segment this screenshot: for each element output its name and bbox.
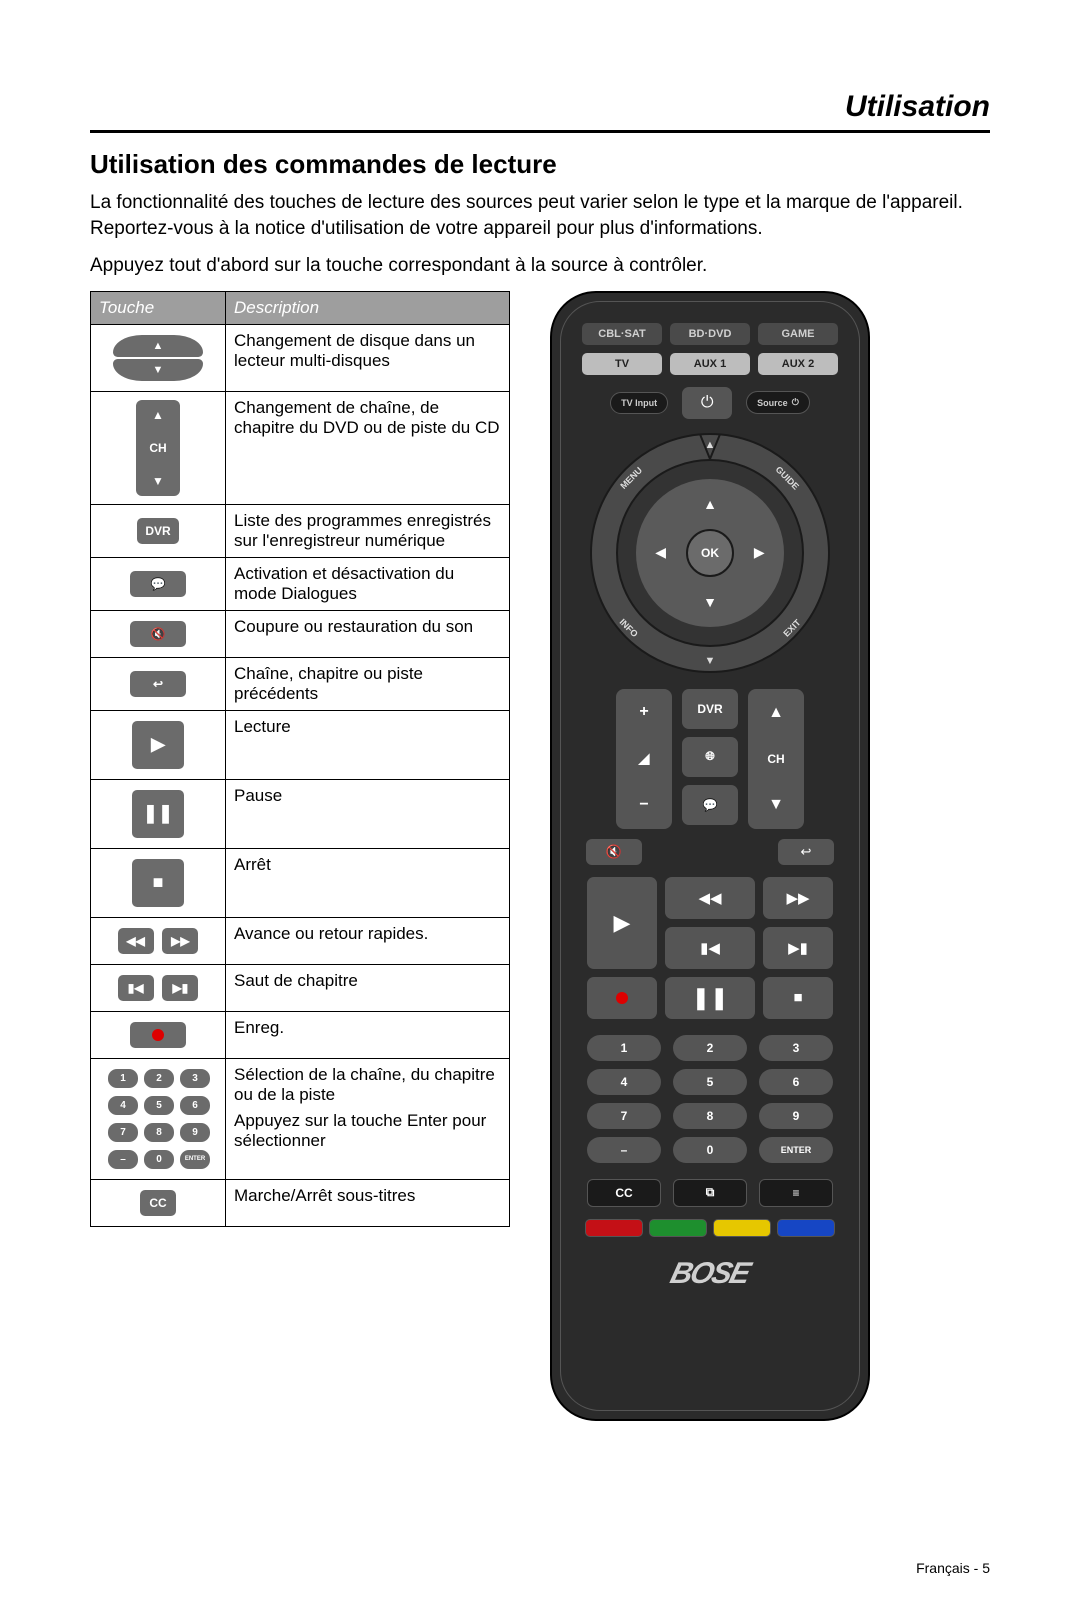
- stop-button[interactable]: ■: [763, 977, 833, 1019]
- cc-button[interactable]: CC: [587, 1179, 661, 1207]
- navigation-ring: ▲ ▼ MENU GUIDE INFO EXIT ▲ ◀ OK ▶ ▼: [590, 433, 830, 673]
- table-header-touche: Touche: [91, 291, 226, 324]
- enter-button[interactable]: ENTER: [759, 1137, 833, 1163]
- dpad-right-icon[interactable]: ▶: [754, 544, 765, 561]
- desc-ch: Changement de chaîne, de chapitre du DVD…: [226, 391, 510, 504]
- stop-button-icon: ■: [132, 859, 184, 907]
- globe-button[interactable]: 🌐︎: [682, 737, 738, 777]
- source-power-button[interactable]: Source⏻: [746, 391, 810, 414]
- tv-input-button[interactable]: TV Input: [610, 392, 668, 414]
- fastforward-button-icon: ▶▶: [162, 928, 198, 954]
- skip-forward-button-icon: ▶▮: [162, 975, 198, 1001]
- dpad-left-icon[interactable]: ◀: [655, 544, 666, 561]
- dvr-button[interactable]: DVR: [682, 689, 738, 729]
- mute-button[interactable]: 🔇: [586, 839, 642, 865]
- desc-pause: Pause: [226, 779, 510, 848]
- rewind-button-icon: ◀◀: [118, 928, 154, 954]
- rewind-button[interactable]: ◀◀: [665, 877, 755, 919]
- desc-mute: Coupure ou restauration du son: [226, 610, 510, 657]
- red-button[interactable]: [585, 1219, 643, 1237]
- num-7[interactable]: 7: [587, 1103, 661, 1129]
- blue-button[interactable]: [777, 1219, 835, 1237]
- src-aux2[interactable]: AUX 2: [758, 353, 838, 375]
- num-3[interactable]: 3: [759, 1035, 833, 1061]
- play-button[interactable]: ▶: [587, 877, 657, 969]
- desc-dialog: Activation et désactivation du mode Dial…: [226, 557, 510, 610]
- num-6[interactable]: 6: [759, 1069, 833, 1095]
- desc-skip: Saut de chapitre: [226, 964, 510, 1011]
- skip-forward-button[interactable]: ▶▮: [763, 927, 833, 969]
- dvr-button-icon: DVR: [137, 518, 178, 544]
- yellow-button[interactable]: [713, 1219, 771, 1237]
- dpad-down-icon[interactable]: ▼: [703, 594, 717, 610]
- fastforward-button[interactable]: ▶▶: [763, 877, 833, 919]
- src-game[interactable]: GAME: [758, 323, 838, 345]
- num-8[interactable]: 8: [673, 1103, 747, 1129]
- mute-button-icon: 🔇: [130, 621, 186, 647]
- dpad-up-icon[interactable]: ▲: [703, 496, 717, 512]
- desc-cc: Marche/Arrêt sous-titres: [226, 1179, 510, 1226]
- pause-button-icon: ❚❚: [132, 790, 184, 838]
- record-button-icon: [130, 1022, 186, 1048]
- back-button-icon: ↩: [130, 671, 186, 697]
- desc-rec: Enreg.: [226, 1011, 510, 1058]
- list-button[interactable]: ≡: [759, 1179, 833, 1207]
- src-aux1[interactable]: AUX 1: [670, 353, 750, 375]
- dialog-button-icon: 💬: [130, 571, 186, 597]
- aspect-button[interactable]: ⧉: [673, 1179, 747, 1207]
- channel-rocker[interactable]: ▲CH▼: [748, 689, 804, 829]
- page-title: Utilisation des commandes de lecture: [90, 149, 990, 180]
- desc-back: Chaîne, chapitre ou piste précédents: [226, 657, 510, 710]
- section-header: Utilisation: [90, 90, 990, 133]
- num-5[interactable]: 5: [673, 1069, 747, 1095]
- num-dash[interactable]: –: [587, 1137, 661, 1163]
- ok-button[interactable]: OK: [686, 529, 734, 577]
- src-tv[interactable]: TV: [582, 353, 662, 375]
- disc-down-icon: ▼: [113, 359, 203, 381]
- desc-dvr: Liste des programmes enregistrés sur l'e…: [226, 504, 510, 557]
- table-header-description: Description: [226, 291, 510, 324]
- desc-seek: Avance ou retour rapides.: [226, 917, 510, 964]
- intro-paragraph-1: La fonctionnalité des touches de lecture…: [90, 190, 990, 241]
- dialog-button[interactable]: 💬: [682, 785, 738, 825]
- brand-logo: BOSE: [667, 1257, 753, 1291]
- remote-illustration: CBL·SAT BD·DVD GAME TV AUX 1 AUX 2 TV In…: [550, 291, 870, 1421]
- num-1[interactable]: 1: [587, 1035, 661, 1061]
- desc-num: Sélection de la chaîne, du chapitre ou d…: [226, 1058, 510, 1179]
- skip-back-button[interactable]: ▮◀: [665, 927, 755, 969]
- cc-button-icon: CC: [140, 1190, 176, 1216]
- play-button-icon: ▶: [132, 721, 184, 769]
- desc-disc: Changement de disque dans un lecteur mul…: [226, 324, 510, 391]
- controls-table: Touche Description ▲ ▼ Changement de dis…: [90, 291, 510, 1227]
- num-0[interactable]: 0: [673, 1137, 747, 1163]
- back-button[interactable]: ↩: [778, 839, 834, 865]
- intro-paragraph-2: Appuyez tout d'abord sur la touche corre…: [90, 253, 990, 279]
- num-4[interactable]: 4: [587, 1069, 661, 1095]
- src-bddvd[interactable]: BD·DVD: [670, 323, 750, 345]
- page-footer: Français - 5: [916, 1560, 990, 1576]
- volume-rocker[interactable]: +◢−: [616, 689, 672, 829]
- pause-button[interactable]: ❚❚: [665, 977, 755, 1019]
- desc-stop: Arrêt: [226, 848, 510, 917]
- remote-numpad: 1 2 3 4 5 6 7 8 9 – 0 ENTER: [587, 1035, 833, 1163]
- record-button[interactable]: [587, 977, 657, 1019]
- green-button[interactable]: [649, 1219, 707, 1237]
- numpad-icon: 123 456 789 –0ENTER: [95, 1067, 221, 1171]
- channel-rocker-icon: ▲CH▼: [136, 400, 180, 496]
- power-button[interactable]: ⏻: [682, 387, 732, 419]
- skip-back-button-icon: ▮◀: [118, 975, 154, 1001]
- disc-up-icon: ▲: [113, 335, 203, 357]
- desc-play: Lecture: [226, 710, 510, 779]
- num-9[interactable]: 9: [759, 1103, 833, 1129]
- src-cblsat[interactable]: CBL·SAT: [582, 323, 662, 345]
- num-2[interactable]: 2: [673, 1035, 747, 1061]
